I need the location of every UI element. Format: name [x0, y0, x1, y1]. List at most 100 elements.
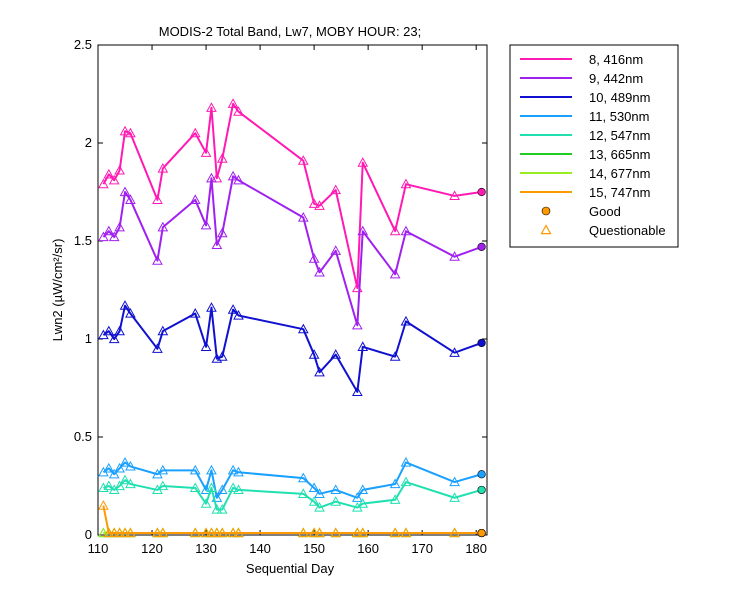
y-tick-label: 1	[85, 331, 92, 346]
questionable-point	[211, 527, 223, 538]
y-tick-label: 2	[85, 135, 92, 150]
questionable-point	[297, 527, 309, 538]
questionable-point	[98, 527, 109, 538]
questionable-point	[308, 482, 320, 493]
y-tick-label: 0.5	[74, 429, 92, 444]
questionable-point	[389, 225, 401, 236]
good-point	[477, 485, 486, 495]
questionable-point	[211, 239, 223, 250]
series-4	[98, 474, 486, 514]
questionable-point	[308, 198, 320, 208]
good-point	[477, 470, 486, 479]
series-line	[102, 304, 482, 393]
questionable-point	[308, 496, 320, 506]
questionable-point	[189, 482, 201, 493]
questionable-point	[297, 472, 309, 483]
questionable-point	[314, 488, 325, 498]
questionable-point	[216, 227, 228, 238]
questionable-point	[227, 98, 239, 108]
questionable-point	[216, 153, 228, 163]
questionable-point	[114, 480, 125, 491]
questionable-point	[98, 231, 109, 242]
plot-layer: 110 120 130 140 150 160 170 180 0 0.5 1 1.5 2 2.5	[74, 37, 488, 556]
questionable-point	[119, 125, 131, 136]
questionable-point	[152, 255, 163, 265]
questionable-point	[157, 162, 169, 173]
questionable-point	[227, 482, 239, 493]
legend: 8, 416nm 9, 442nm 10, 489nm 11, 530nm 12, 54…	[509, 44, 679, 248]
questionable-point	[216, 484, 228, 495]
good-point	[477, 242, 486, 251]
questionable-point	[206, 527, 217, 538]
questionable-point	[330, 245, 342, 255]
questionable-point	[227, 527, 239, 538]
questionable-point	[108, 527, 120, 538]
questionable-point	[98, 500, 109, 510]
questionable-point	[233, 309, 244, 320]
questionable-point	[108, 468, 120, 479]
questionable-point	[200, 341, 212, 351]
questionable-point	[330, 184, 342, 195]
questionable-point	[125, 460, 136, 471]
questionable-point	[103, 480, 115, 491]
questionable-point	[108, 333, 120, 344]
questionable-point	[98, 178, 109, 189]
x-tick-label: 140	[249, 541, 271, 556]
questionable-point	[189, 194, 201, 204]
series-line	[102, 505, 482, 535]
questionable-point	[125, 527, 136, 538]
questionable-point	[114, 221, 125, 232]
questionable-point	[233, 174, 244, 185]
legend-label: 15, 747nm	[589, 185, 650, 200]
questionable-point	[314, 502, 325, 512]
legend-label: 12, 547nm	[589, 128, 650, 143]
questionable-point	[108, 231, 120, 242]
questionable-point	[297, 488, 309, 498]
questionable-point	[297, 323, 309, 334]
questionable-point	[357, 225, 369, 236]
questionable-point	[206, 302, 217, 312]
legend-label: 14, 677nm	[589, 166, 650, 181]
questionable-point	[449, 190, 460, 201]
questionable-point	[103, 168, 115, 179]
questionable-point	[308, 253, 320, 263]
questionable-point	[227, 170, 239, 181]
questionable-point	[449, 251, 460, 261]
good-point	[477, 338, 486, 348]
questionable-point	[114, 527, 125, 538]
questionable-point	[227, 464, 239, 475]
y-tick-label: 2.5	[74, 37, 92, 52]
questionable-point	[211, 503, 223, 514]
questionable-point	[233, 106, 244, 116]
x-axis-label: Sequential Day	[246, 561, 335, 576]
questionable-point	[157, 464, 169, 475]
questionable-point	[119, 186, 131, 197]
questionable-point	[125, 478, 136, 489]
questionable-point	[108, 174, 120, 185]
series-1	[98, 170, 486, 330]
questionable-point	[314, 366, 325, 377]
questionable-point	[189, 464, 201, 475]
questionable-point	[103, 527, 115, 538]
questionable-point	[357, 484, 369, 495]
legend-label: 11, 530nm	[589, 109, 649, 124]
questionable-point	[206, 482, 217, 493]
questionable-point	[216, 351, 228, 361]
questionable-point	[297, 211, 309, 222]
questionable-point	[125, 127, 136, 138]
questionable-point	[152, 527, 163, 538]
series-line	[102, 175, 482, 327]
series-line	[102, 102, 482, 290]
questionable-point	[351, 386, 363, 397]
legend-good-label: Good	[589, 204, 621, 219]
questionable-point	[189, 307, 201, 318]
questionable-point	[152, 343, 163, 353]
x-tick-label: 170	[411, 541, 433, 556]
y-tick-label: 0	[85, 527, 92, 542]
series-line	[103, 479, 482, 511]
questionable-point	[114, 325, 125, 336]
questionable-point	[119, 456, 131, 467]
questionable-point	[233, 484, 244, 495]
questionable-point	[216, 503, 228, 514]
